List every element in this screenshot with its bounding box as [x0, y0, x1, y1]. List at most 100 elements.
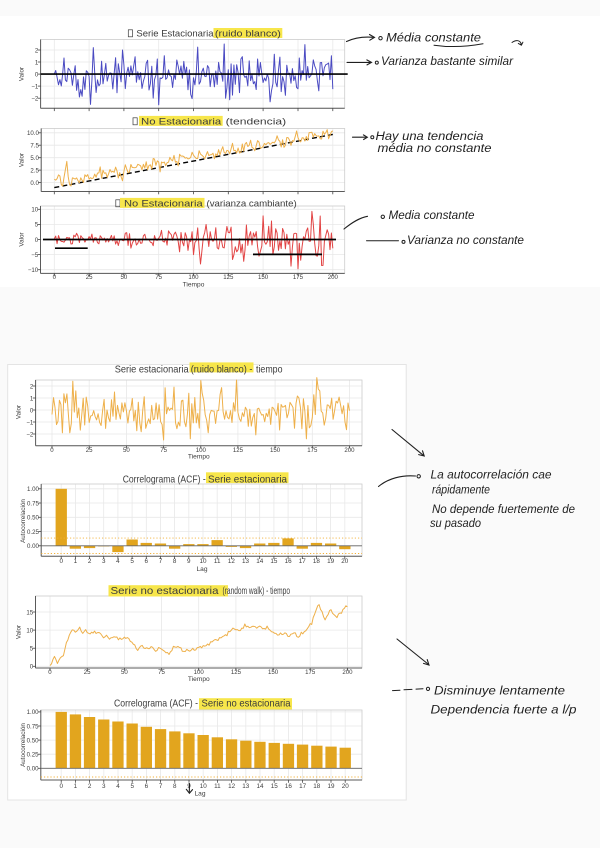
svg-text:0: 0	[35, 71, 39, 78]
svg-text:10: 10	[31, 207, 38, 214]
svg-text:0.00: 0.00	[27, 543, 39, 550]
svg-text:12: 12	[228, 783, 236, 790]
svg-text:1: 1	[30, 395, 34, 402]
svg-text:75: 75	[155, 274, 162, 281]
svg-text:0: 0	[59, 783, 63, 790]
svg-text:15: 15	[270, 558, 278, 565]
svg-text:19: 19	[327, 558, 335, 565]
svg-text:16: 16	[285, 783, 293, 790]
svg-text:0: 0	[50, 447, 54, 454]
svg-text:14: 14	[256, 558, 264, 565]
svg-text:18: 18	[313, 558, 321, 565]
svg-text:50: 50	[121, 669, 128, 676]
svg-text:4: 4	[116, 558, 120, 565]
svg-text:(random walk) - tiempo: (random walk) - tiempo	[223, 586, 291, 597]
svg-text:1: 1	[74, 783, 78, 790]
svg-text:3: 3	[102, 783, 106, 790]
svg-text:15: 15	[26, 609, 33, 616]
svg-text:Valor: Valor	[19, 232, 26, 246]
svg-text:125: 125	[223, 274, 234, 281]
svg-text:5.0: 5.0	[30, 155, 39, 162]
svg-text:(ruido blanco): (ruido blanco)	[215, 29, 281, 39]
svg-text:Disminuye lentamente: Disminuye lentamente	[434, 684, 565, 698]
svg-text:200: 200	[342, 669, 353, 676]
svg-text:17: 17	[299, 558, 307, 565]
svg-text:Serie no estacionaria: Serie no estacionaria	[111, 586, 219, 597]
svg-text:5: 5	[130, 558, 134, 565]
svg-text:150: 150	[268, 669, 279, 676]
svg-text:2: 2	[88, 558, 92, 565]
svg-text:1.00: 1.00	[27, 486, 39, 493]
svg-text:5: 5	[35, 222, 39, 229]
svg-text:13: 13	[242, 558, 250, 565]
svg-text:Serie no estacionaria: Serie no estacionaria	[202, 699, 291, 710]
svg-text:Varianza no constante: Varianza no constante	[407, 233, 524, 247]
svg-text:Hay una tendencia: Hay una tendencia	[376, 129, 484, 143]
svg-text:Dependencia fuerte a l/p: Dependencia fuerte a l/p	[431, 703, 577, 717]
svg-text:16: 16	[285, 558, 293, 565]
svg-text:50: 50	[123, 447, 130, 454]
svg-text:0.0: 0.0	[30, 180, 39, 187]
svg-text:Serie estacionaria: Serie estacionaria	[115, 365, 189, 376]
svg-text:Lag: Lag	[196, 566, 207, 573]
svg-text:0.75: 0.75	[27, 723, 39, 730]
svg-text:25: 25	[86, 274, 93, 281]
svg-text:200: 200	[344, 447, 355, 454]
svg-text:200: 200	[328, 274, 339, 281]
svg-text:2: 2	[30, 383, 34, 390]
svg-text:100: 100	[188, 274, 199, 281]
svg-text:Correlograma (ACF) -: Correlograma (ACF) -	[123, 475, 206, 486]
svg-text:0: 0	[30, 407, 34, 414]
svg-text:18: 18	[313, 783, 321, 790]
svg-text:Media constante: Media constante	[389, 208, 475, 222]
svg-text:175: 175	[293, 274, 304, 281]
svg-text:14: 14	[256, 783, 264, 790]
svg-text:tiempo: tiempo	[256, 365, 283, 376]
svg-text:(varianza cambiante): (varianza cambiante)	[207, 199, 297, 209]
svg-text:0: 0	[35, 237, 39, 244]
svg-text:(tendencia): (tendencia)	[226, 117, 287, 127]
svg-text:50: 50	[121, 274, 128, 281]
svg-text:Tiempo: Tiempo	[188, 676, 210, 683]
svg-text:10: 10	[26, 627, 33, 634]
svg-text:15: 15	[271, 783, 279, 790]
svg-text:1: 1	[35, 59, 39, 66]
svg-text:Valor: Valor	[19, 153, 26, 167]
svg-text:2.5: 2.5	[30, 167, 39, 174]
svg-text:média no constante: média no constante	[378, 141, 492, 155]
svg-text:8: 8	[173, 558, 177, 565]
svg-text:No depende fuertemente de: No depende fuertemente de	[432, 502, 575, 516]
svg-text:0.75: 0.75	[27, 500, 39, 507]
svg-text:Tiempo: Tiempo	[188, 454, 210, 461]
svg-text:125: 125	[233, 447, 244, 454]
svg-text:25: 25	[86, 447, 93, 454]
svg-text:0.00: 0.00	[27, 766, 39, 773]
svg-text:(ruido blanco) -: (ruido blanco) -	[191, 365, 253, 376]
svg-text:6: 6	[145, 783, 149, 790]
svg-text:Varianza bastante similar: Varianza bastante similar	[381, 54, 514, 68]
svg-text:Autocorrelación: Autocorrelación	[20, 499, 27, 543]
svg-text:No Estacionaria: No Estacionaria	[141, 117, 222, 127]
svg-text:2: 2	[88, 783, 92, 790]
svg-text:0.25: 0.25	[27, 752, 39, 759]
svg-text:−2: −2	[26, 431, 34, 438]
svg-text:8: 8	[173, 783, 177, 790]
svg-text:12: 12	[228, 558, 236, 565]
svg-text:Tiempo: Tiempo	[183, 282, 205, 289]
svg-text:0.50: 0.50	[27, 515, 39, 522]
svg-text:7: 7	[159, 558, 163, 565]
svg-text:9: 9	[187, 558, 191, 565]
svg-text:10: 10	[200, 783, 208, 790]
svg-text:5: 5	[130, 783, 134, 790]
svg-text:su pasado: su pasado	[430, 516, 481, 530]
svg-text:10: 10	[199, 558, 207, 565]
svg-text:2: 2	[35, 47, 39, 54]
svg-text:−1: −1	[31, 83, 39, 90]
svg-text:Correlograma (ACF) -: Correlograma (ACF) -	[114, 699, 198, 710]
svg-text:1: 1	[74, 558, 78, 565]
svg-text:13: 13	[242, 783, 250, 790]
svg-text:No Estacionaria: No Estacionaria	[124, 199, 204, 209]
svg-text:0: 0	[30, 664, 34, 671]
svg-text:−5: −5	[31, 252, 39, 259]
svg-text:0: 0	[48, 669, 52, 676]
